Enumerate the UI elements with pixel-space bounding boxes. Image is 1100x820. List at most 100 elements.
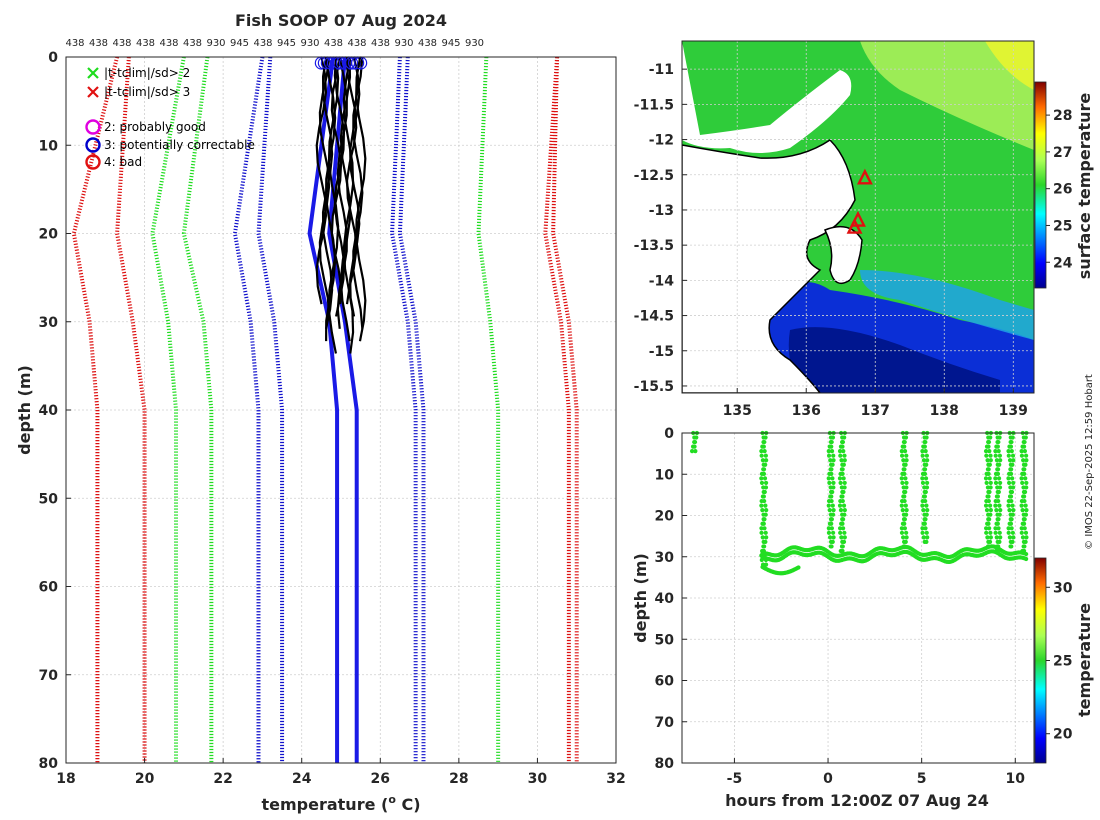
- depth-time-point: [1006, 453, 1011, 458]
- map-colorbar-tick-label: 25: [1053, 218, 1072, 234]
- profile-legend: |t-tclim|/sd> 2 |t-tclim|/sd> 3 2: probabl…: [85, 66, 255, 170]
- depth-time-point: [838, 530, 843, 535]
- depth-time-point: [830, 489, 835, 495]
- map-x-tick-label: 137: [861, 403, 890, 419]
- land-gulf-coast: [682, 139, 856, 393]
- depth-time-point: [1009, 489, 1015, 495]
- profile-series-line: [551, 56, 579, 763]
- observed-profile-line: [349, 56, 361, 317]
- depth-time-point: [829, 521, 834, 526]
- depth-time-point: [1006, 476, 1011, 481]
- depth-time-colorbar: [1034, 557, 1047, 764]
- platform-id-label: 945: [230, 38, 249, 49]
- depth-time-point: [761, 521, 766, 526]
- dt-x-tick-label: -5: [727, 771, 743, 787]
- depth-time-point: [1022, 489, 1028, 495]
- depth-time-point: [986, 444, 991, 449]
- depth-time-point: [921, 535, 926, 540]
- depth-time-point: [995, 467, 1001, 472]
- depth-time-point: [764, 535, 769, 540]
- depth-time-point: [1024, 453, 1029, 458]
- depth-time-point: [988, 530, 993, 535]
- depth-time-point: [901, 458, 906, 463]
- y-tick-label: 30: [39, 315, 59, 331]
- depth-time-point: [904, 485, 909, 490]
- platform-id-label: 438: [112, 38, 131, 49]
- depth-time-colorbar-ticks: 20 25 30: [1046, 580, 1073, 743]
- platform-id-label: 438: [136, 38, 155, 49]
- map-colorbar-ticks: 24 25 26 27 28: [1046, 108, 1073, 271]
- depth-time-point: [1024, 551, 1029, 557]
- map-colorbar: [1034, 81, 1047, 289]
- depth-time-point: [1011, 535, 1016, 540]
- depth-time-point: [904, 480, 909, 486]
- depth-time-point: [1010, 530, 1015, 535]
- depth-time-point: [922, 467, 928, 472]
- depth-time-point: [987, 489, 992, 495]
- depth-time-point: [1010, 503, 1015, 508]
- x-tick-label: 22: [213, 771, 232, 787]
- depth-time-ylabel: depth (m): [631, 553, 650, 643]
- depth-time-point: [994, 535, 999, 540]
- map-x-tick-label: 138: [930, 403, 959, 419]
- depth-time-point: [1007, 480, 1012, 486]
- depth-time-point: [923, 489, 928, 495]
- depth-time-point: [842, 535, 847, 540]
- depth-time-point: [924, 453, 929, 458]
- depth-time-point: [1019, 503, 1024, 508]
- depth-time-point: [986, 471, 991, 476]
- depth-time-point: [985, 535, 990, 540]
- profile-series-line: [327, 56, 359, 763]
- depth-time-point: [995, 521, 1000, 526]
- map-sst-warm-ne: [860, 41, 1034, 150]
- depth-time-point: [840, 521, 845, 526]
- depth-time-point: [1020, 480, 1025, 486]
- x-tick-label: 30: [528, 771, 548, 787]
- depth-time-point: [1009, 517, 1014, 522]
- depth-time-point: [759, 449, 764, 454]
- depth-time-point: [998, 535, 1003, 540]
- depth-time-point: [840, 439, 846, 445]
- map-y-tick-label: -15.5: [634, 379, 674, 395]
- y-tick-label: 70: [39, 668, 59, 684]
- depth-time-point: [903, 462, 908, 467]
- profile-series-line: [390, 56, 418, 763]
- observed-profile-line: [330, 56, 343, 305]
- depth-time-point: [983, 503, 989, 508]
- map-markers: [846, 168, 873, 234]
- depth-time-point: [830, 462, 835, 467]
- depth-time-point: [1021, 521, 1027, 526]
- depth-time-point: [1011, 508, 1016, 513]
- depth-time-point: [762, 449, 767, 454]
- depth-time-point: [831, 535, 836, 540]
- depth-time-point: [829, 494, 834, 499]
- map-triangle-marker: [856, 168, 873, 185]
- depth-time-point: [1009, 449, 1014, 454]
- legend-x-marker: [87, 86, 99, 98]
- platform-id-label: 930: [394, 38, 413, 49]
- depth-time-point: [829, 517, 834, 522]
- depth-time-point: [988, 458, 993, 463]
- depth-time-point: [1023, 530, 1029, 535]
- depth-time-point: [988, 535, 993, 540]
- depth-time-point: [841, 526, 846, 531]
- depth-time-point: [902, 517, 907, 522]
- depth-time-point: [1006, 449, 1011, 454]
- depth-time-point: [831, 453, 836, 458]
- depth-time-point: [997, 512, 1002, 517]
- depth-time-point: [902, 521, 907, 526]
- depth-time-point: [1022, 526, 1027, 531]
- dt-y-tick-label: 50: [655, 632, 675, 648]
- observed-profile-line: [315, 56, 328, 305]
- depth-time-point: [993, 503, 998, 508]
- depth-time-point: [1011, 458, 1016, 463]
- dt-y-tick-label: 30: [655, 550, 675, 566]
- depth-time-point: [1019, 453, 1025, 458]
- map-colorbar-tick-label: 27: [1053, 145, 1072, 161]
- depth-time-point: [692, 439, 698, 445]
- depth-time-point: [838, 453, 843, 458]
- profile-series: [71, 56, 579, 763]
- depth-time-point: [1010, 453, 1016, 458]
- profile-series-line: [543, 56, 571, 763]
- profile-series-line: [397, 56, 426, 763]
